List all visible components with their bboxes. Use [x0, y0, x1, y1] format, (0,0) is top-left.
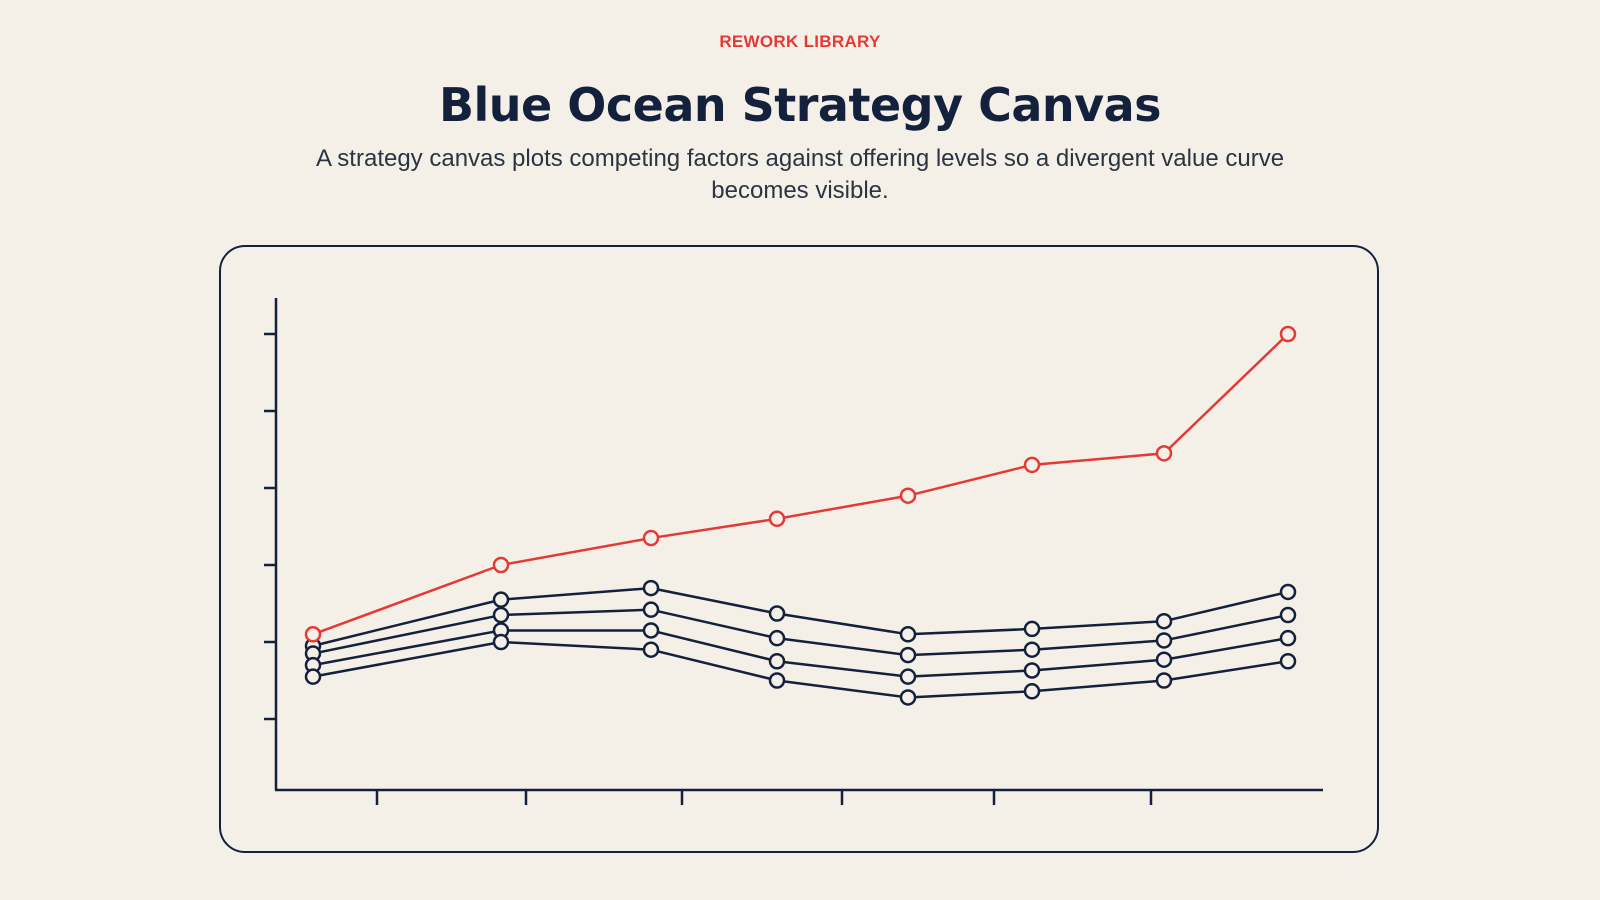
- value-curve-competitor: [312, 586, 1289, 648]
- competitor-data-point: [642, 579, 660, 597]
- competitor-data-point: [1155, 612, 1173, 630]
- competitor-data-point: [1023, 683, 1041, 700]
- competitor-data-point: [899, 626, 917, 643]
- page-subtitle: A strategy canvas plots competing factor…: [315, 145, 1285, 204]
- competitor-data-point: [1155, 672, 1173, 689]
- competitor-data-point: [1155, 632, 1173, 649]
- highlight-data-point: [642, 529, 660, 547]
- competitor-data-point: [768, 672, 786, 689]
- competitor-data-point: [768, 653, 786, 670]
- competitor-data-point: [768, 605, 786, 622]
- competitor-data-point: [768, 629, 786, 647]
- competitor-data-point: [1023, 641, 1041, 658]
- highlight-data-point: [899, 487, 917, 504]
- highlight-data-point: [1023, 456, 1041, 474]
- competitor-data-point: [492, 591, 510, 608]
- chart-card: [219, 245, 1379, 853]
- eyebrow-label: REWORK LIBRARY: [719, 32, 881, 51]
- competitor-data-point: [1023, 662, 1041, 679]
- competitor-data-point: [642, 622, 660, 639]
- value-curve-competitor: [312, 640, 1289, 699]
- competitor-data-point: [642, 601, 660, 618]
- highlight-data-point: [304, 626, 322, 643]
- competitor-data-point: [1279, 606, 1297, 624]
- competitor-data-point: [899, 668, 917, 685]
- competitor-data-point: [492, 606, 510, 624]
- value-curve-highlight: [312, 333, 1289, 636]
- competitor-data-point: [899, 646, 917, 664]
- highlight-data-point: [768, 510, 786, 528]
- highlight-data-point: [492, 556, 510, 574]
- page-title: Blue Ocean Strategy Canvas: [438, 78, 1162, 132]
- competitor-data-point: [1023, 620, 1041, 638]
- competitor-data-point: [304, 668, 322, 685]
- competitor-data-point: [1279, 653, 1297, 670]
- highlight-data-point: [1279, 325, 1297, 343]
- highlight-data-point: [1155, 445, 1173, 462]
- competitor-data-point: [642, 641, 660, 658]
- competitor-data-point: [1279, 583, 1297, 601]
- competitor-data-point: [1155, 651, 1173, 668]
- competitor-data-point: [1279, 629, 1297, 647]
- competitor-data-point: [492, 633, 510, 651]
- value-curve-competitor: [312, 608, 1289, 657]
- value-curve-competitor: [312, 629, 1289, 678]
- competitor-data-point: [899, 689, 917, 706]
